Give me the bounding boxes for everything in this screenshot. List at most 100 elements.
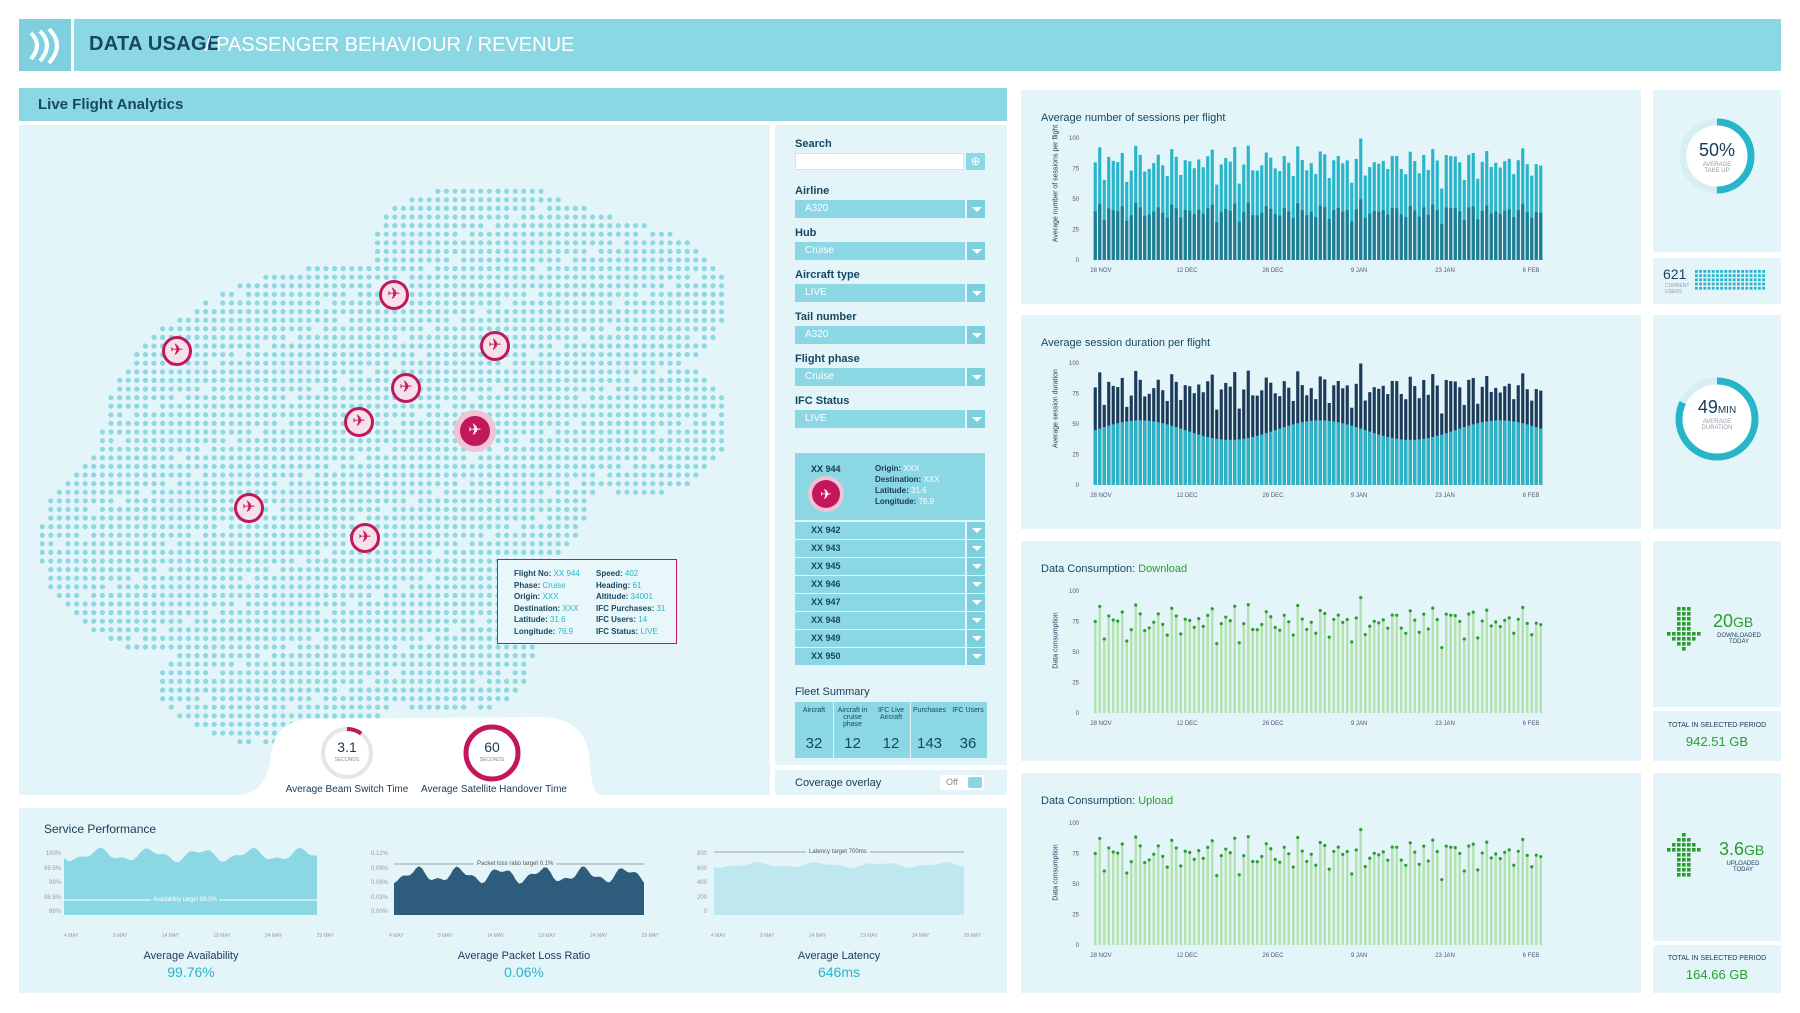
chevron-down-icon[interactable] [965,594,985,611]
point [1152,620,1156,624]
chevron-down-icon[interactable] [965,630,985,647]
bar-inner [1498,420,1502,485]
aircraft-pin-selected[interactable]: ✈ [460,416,490,446]
map-dot [452,506,458,512]
toggle-knob[interactable] [968,777,982,788]
breadcrumb[interactable]: / PASSENGER BEHAVIOUR / REVENUE [205,34,575,56]
coverage-toggle[interactable]: Off [940,775,984,790]
map-dot [185,704,191,710]
flight-list-item[interactable]: XX 948 [795,612,985,629]
map-dot [529,403,535,409]
x-tick: 26 DEC [1262,268,1284,274]
search-add-icon[interactable]: ⊕ [966,153,985,170]
chevron-down-icon[interactable] [965,368,985,386]
map-dot [495,524,501,530]
map-dot [357,377,363,383]
chevron-down-icon[interactable] [965,326,985,344]
point [1183,849,1187,853]
flight-list-item[interactable]: XX 943 [795,540,985,557]
aircraft-pin[interactable]: ✈ [391,373,421,403]
map-dot [443,567,449,573]
map-dot [91,618,97,624]
map-dot [375,309,381,315]
map-dot [469,524,475,530]
chevron-down-icon[interactable] [965,576,985,593]
map-dot [684,309,690,315]
map-dot [572,257,579,263]
flight-list-item[interactable]: XX 942 [795,522,985,539]
map-dot [366,481,372,487]
map-dot [271,455,277,461]
map-dot [392,472,398,478]
map-dot [271,438,277,444]
chart-title: Average session duration per flight [1041,337,1211,349]
aircraft-pin[interactable]: ✈ [344,407,374,437]
map-dot [581,240,587,246]
flight-list-item[interactable]: XX 946 [795,576,985,593]
map-dot [478,687,484,693]
map-dot [650,412,656,418]
aircraft-pin[interactable]: ✈ [480,331,510,361]
aircraft-pin[interactable]: ✈ [379,280,409,310]
bar-inner [1237,439,1241,485]
chevron-down-icon[interactable] [965,200,985,218]
chevron-down-icon[interactable] [965,242,985,260]
chevron-down-icon[interactable] [965,522,985,539]
map-dot [469,618,475,624]
search-input[interactable] [795,153,964,170]
map-dot [151,541,157,547]
map-dot [289,627,295,633]
map-dot [478,584,484,590]
point [1242,854,1246,858]
map-dot [314,670,320,676]
map-dot [332,506,338,512]
map-dot [590,334,596,340]
map-dot [486,472,492,478]
map-dot [271,644,277,650]
map-dot [443,498,449,504]
map-dot [624,223,630,229]
chevron-down-icon[interactable] [965,558,985,575]
map-dot [203,558,209,564]
map-dot [383,266,389,272]
map-dot [650,403,656,409]
map-dot [478,188,484,194]
map-dot [99,515,105,521]
aircraft-pin[interactable]: ✈ [162,336,192,366]
map-dot [504,549,510,555]
flight-list-item[interactable]: XX 945 [795,558,985,575]
flight-phase-select[interactable]: Cruise [795,368,985,386]
flight-list-item[interactable]: XX 950 [795,648,985,665]
flight-map[interactable]: ✈ ✈ ✈ ✈ ✈ ✈ ✈ ✈ Flight No: XX 944 Phase:… [19,125,770,795]
chevron-down-icon[interactable] [965,612,985,629]
map-dot [426,257,432,263]
chevron-down-icon[interactable] [965,410,985,428]
chevron-down-icon[interactable] [965,540,985,557]
aircraft-type-select[interactable]: LIVE [795,284,985,302]
coverage-label: Coverage overlay [795,777,882,789]
hub-select[interactable]: Cruise [795,242,985,260]
bar-inner [1386,214,1390,260]
map-dot [332,584,338,590]
flight-list-item[interactable]: XX 949 [795,630,985,647]
selected-flight-card[interactable]: XX 944 ✈ Origin: XXX Destination: XXX La… [795,453,985,520]
map-dot [641,369,647,375]
page-title[interactable]: DATA USAGE [89,33,221,55]
aircraft-pin[interactable]: ✈ [350,523,380,553]
map-dot [349,369,355,375]
map-dot [211,730,217,736]
uploaded-caption: UPLOADED TODAY [1726,861,1760,873]
chevron-down-icon[interactable] [965,284,985,302]
map-dot [452,653,458,659]
aircraft-pin[interactable]: ✈ [234,493,264,523]
map-dot [555,352,561,358]
tail-number-select[interactable]: A320 [795,326,985,344]
map-dot [547,403,553,409]
x-tick: 9 MAY [112,933,128,939]
airline-select[interactable]: A320 [795,200,985,218]
chevron-down-icon[interactable] [965,648,985,665]
map-dot [383,584,389,590]
flight-list-item[interactable]: XX 947 [795,594,985,611]
ifc-status-select[interactable]: LIVE [795,410,985,428]
map-dot [82,524,88,530]
